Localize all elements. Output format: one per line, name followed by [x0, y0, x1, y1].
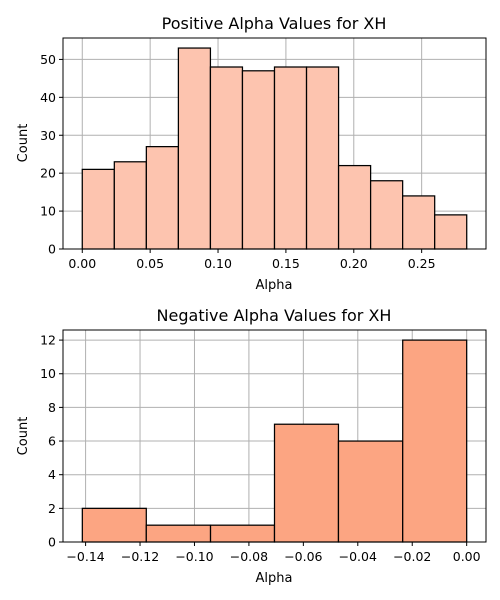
x-tick-label: 0.20 [340, 256, 368, 271]
y-tick-label: 10 [40, 366, 56, 381]
y-tick-label: 12 [40, 333, 56, 348]
x-tick-label: 0.10 [204, 256, 232, 271]
plot-frame [62, 329, 487, 543]
histogram-bar [113, 161, 147, 250]
y-axis-label: Count [16, 124, 31, 163]
x-tick-label: 0.05 [136, 256, 164, 271]
histogram-bar [402, 195, 436, 250]
y-tick-label: 8 [48, 400, 56, 415]
y-tick-label: 30 [40, 128, 56, 143]
y-tick-label: 10 [40, 204, 56, 219]
y-tick-label: 2 [48, 501, 56, 516]
histogram-bar [273, 66, 308, 250]
histogram-bar [81, 507, 147, 543]
y-tick-label: 6 [48, 434, 56, 449]
plot-frame [62, 37, 487, 250]
histogram-bar [177, 47, 212, 250]
histogram-bar [273, 423, 340, 543]
x-tick-label: −0.08 [230, 549, 268, 564]
x-tick-label: 0.25 [408, 256, 436, 271]
chart-title: Positive Alpha Values for XH [162, 14, 387, 33]
x-tick-label: −0.14 [66, 549, 104, 564]
y-tick-label: 4 [48, 467, 56, 482]
histogram-bar [305, 66, 340, 250]
x-tick-label: −0.12 [121, 549, 159, 564]
x-tick-label: 0.00 [453, 549, 481, 564]
x-tick-label: 0.00 [68, 256, 96, 271]
y-tick-label: 40 [40, 90, 56, 105]
negative-alpha-histogram: Negative Alpha Values for XH −0.14 −0.12 −… [16, 306, 487, 586]
x-tick-label: −0.06 [284, 549, 322, 564]
y-tick-label: 0 [48, 242, 56, 257]
x-tick-label: −0.10 [175, 549, 213, 564]
y-axis-label: Count [16, 417, 31, 456]
y-tick-label: 20 [40, 166, 56, 181]
histogram-bar [145, 524, 212, 543]
histogram-bar [241, 70, 276, 250]
histogram-bar [369, 180, 404, 250]
histogram-bar [145, 146, 180, 250]
histogram-bar [402, 339, 468, 543]
histogram-bar [209, 66, 244, 250]
x-tick-label: 0.15 [272, 256, 300, 271]
histogram-bar [337, 164, 372, 250]
x-tick-label: −0.02 [393, 549, 431, 564]
histogram-bar [434, 214, 468, 250]
y-tick-label: 0 [48, 535, 56, 550]
histogram-bar [209, 524, 276, 543]
x-axis-label: Alpha [256, 571, 293, 586]
x-tick-label: −0.04 [339, 549, 377, 564]
chart-title: Negative Alpha Values for XH [157, 306, 392, 325]
histogram-bar [81, 168, 115, 250]
y-tick-label: 50 [40, 52, 56, 67]
histogram-bar [337, 440, 404, 543]
x-axis-label: Alpha [256, 278, 293, 293]
positive-alpha-histogram: Positive Alpha Values for XH 0.00 0.05 0.1… [16, 14, 487, 293]
